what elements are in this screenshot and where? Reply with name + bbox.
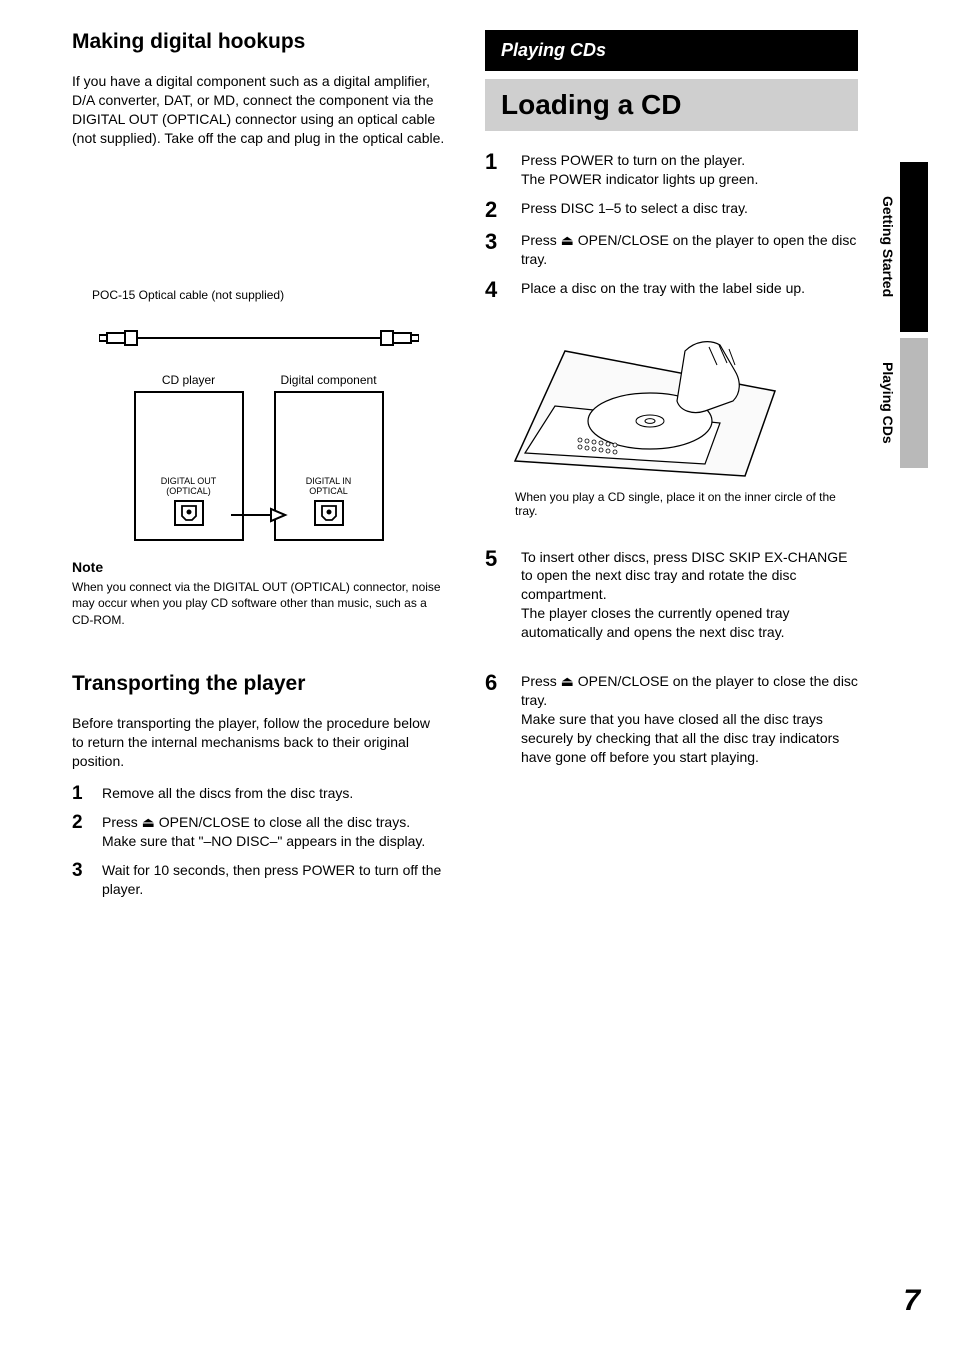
load-step-6: 6 Press ⏏ OPEN/CLOSE on the player to cl… xyxy=(485,672,858,766)
section-bar-playing-cds: Playing CDs xyxy=(485,30,858,71)
optical-cable-illustration xyxy=(72,323,445,353)
transport-step-2: 2 Press ⏏ OPEN/CLOSE to close all the di… xyxy=(72,813,445,851)
device-left: CD player DIGITAL OUT (OPTICAL) xyxy=(134,373,244,541)
side-tabs: Getting Started Playing CDs xyxy=(876,162,938,474)
heading-transporting: Transporting the player xyxy=(72,672,445,696)
side-tab-label-active: Getting Started xyxy=(876,162,900,332)
step-text: Press DISC 1–5 to select a disc tray. xyxy=(521,199,858,221)
title-bar-loading-cd: Loading a CD xyxy=(485,79,858,131)
paragraph-hookups: If you have a digital component such as … xyxy=(72,72,445,148)
devices-illustration: CD player DIGITAL OUT (OPTICAL) Digital … xyxy=(72,373,445,541)
transport-step-1: 1 Remove all the discs from the disc tra… xyxy=(72,784,445,803)
step-num: 1 xyxy=(72,784,90,803)
paragraph-transporting: Before transporting the player, follow t… xyxy=(72,714,445,771)
load-step-3: 3 Press ⏏ OPEN/CLOSE on the player to op… xyxy=(485,231,858,269)
device-left-box: DIGITAL OUT (OPTICAL) xyxy=(134,391,244,541)
port-left-icon xyxy=(174,500,204,531)
step-text: Press ⏏ OPEN/CLOSE on the player to open… xyxy=(521,231,858,269)
step-num: 3 xyxy=(72,861,90,899)
cable-svg xyxy=(99,323,419,353)
step-text: Press POWER to turn on the player. The P… xyxy=(521,151,858,189)
left-column: Making digital hookups If you have a dig… xyxy=(72,30,455,909)
side-tab-inactive-block xyxy=(900,338,928,468)
page: Getting Started Playing CDs Making digit… xyxy=(0,0,954,1352)
step-text: Press ⏏ OPEN/CLOSE to close all the disc… xyxy=(102,813,445,851)
cable-caption: POC-15 Optical cable (not supplied) xyxy=(92,288,445,304)
step-num: 5 xyxy=(485,548,507,642)
step-text: To insert other discs, press DISC SKIP E… xyxy=(521,548,858,642)
load-step-2: 2 Press DISC 1–5 to select a disc tray. xyxy=(485,199,858,221)
port-right-icon xyxy=(314,500,344,531)
step-text: Remove all the discs from the disc trays… xyxy=(102,784,445,803)
device-left-label: CD player xyxy=(134,373,244,387)
device-left-port-label: DIGITAL OUT (OPTICAL) xyxy=(136,477,242,497)
side-tab-label-inactive: Playing CDs xyxy=(876,338,900,468)
heading-making-digital-hookups: Making digital hookups xyxy=(72,30,445,54)
page-number: 7 xyxy=(903,1284,920,1318)
step-num: 6 xyxy=(485,672,507,766)
step-num: 3 xyxy=(485,231,507,269)
side-tab-active-block xyxy=(900,162,928,332)
step-text: Wait for 10 seconds, then press POWER to… xyxy=(102,861,445,899)
side-tab-getting-started: Getting Started xyxy=(876,162,938,332)
device-right-label: Digital component xyxy=(274,373,384,387)
step-num: 4 xyxy=(485,279,507,301)
load-step-1: 1 Press POWER to turn on the player. The… xyxy=(485,151,858,189)
note-heading: Note xyxy=(72,559,445,575)
device-right-port-label: DIGITAL IN OPTICAL xyxy=(276,477,382,497)
illustration-caption: When you play a CD single, place it on t… xyxy=(515,490,858,518)
content-columns: Making digital hookups If you have a dig… xyxy=(72,30,920,909)
right-column: Playing CDs Loading a CD 1 Press POWER t… xyxy=(485,30,920,909)
transport-step-3: 3 Wait for 10 seconds, then press POWER … xyxy=(72,861,445,899)
device-right: Digital component DIGITAL IN OPTICAL xyxy=(274,373,384,541)
step-num: 1 xyxy=(485,151,507,189)
load-step-4: 4 Place a disc on the tray with the labe… xyxy=(485,279,858,301)
load-step-5: 5 To insert other discs, press DISC SKIP… xyxy=(485,548,858,642)
device-right-box: DIGITAL IN OPTICAL xyxy=(274,391,384,541)
note-text: When you connect via the DIGITAL OUT (OP… xyxy=(72,579,445,628)
step-num: 2 xyxy=(485,199,507,221)
step-text: Place a disc on the tray with the label … xyxy=(521,279,858,301)
signal-arrow-icon xyxy=(229,503,289,527)
step-num: 2 xyxy=(72,813,90,851)
side-tab-playing-cds: Playing CDs xyxy=(876,338,938,468)
step-text: Press ⏏ OPEN/CLOSE on the player to clos… xyxy=(521,672,858,766)
cd-player-illustration: When you play a CD single, place it on t… xyxy=(495,311,858,518)
